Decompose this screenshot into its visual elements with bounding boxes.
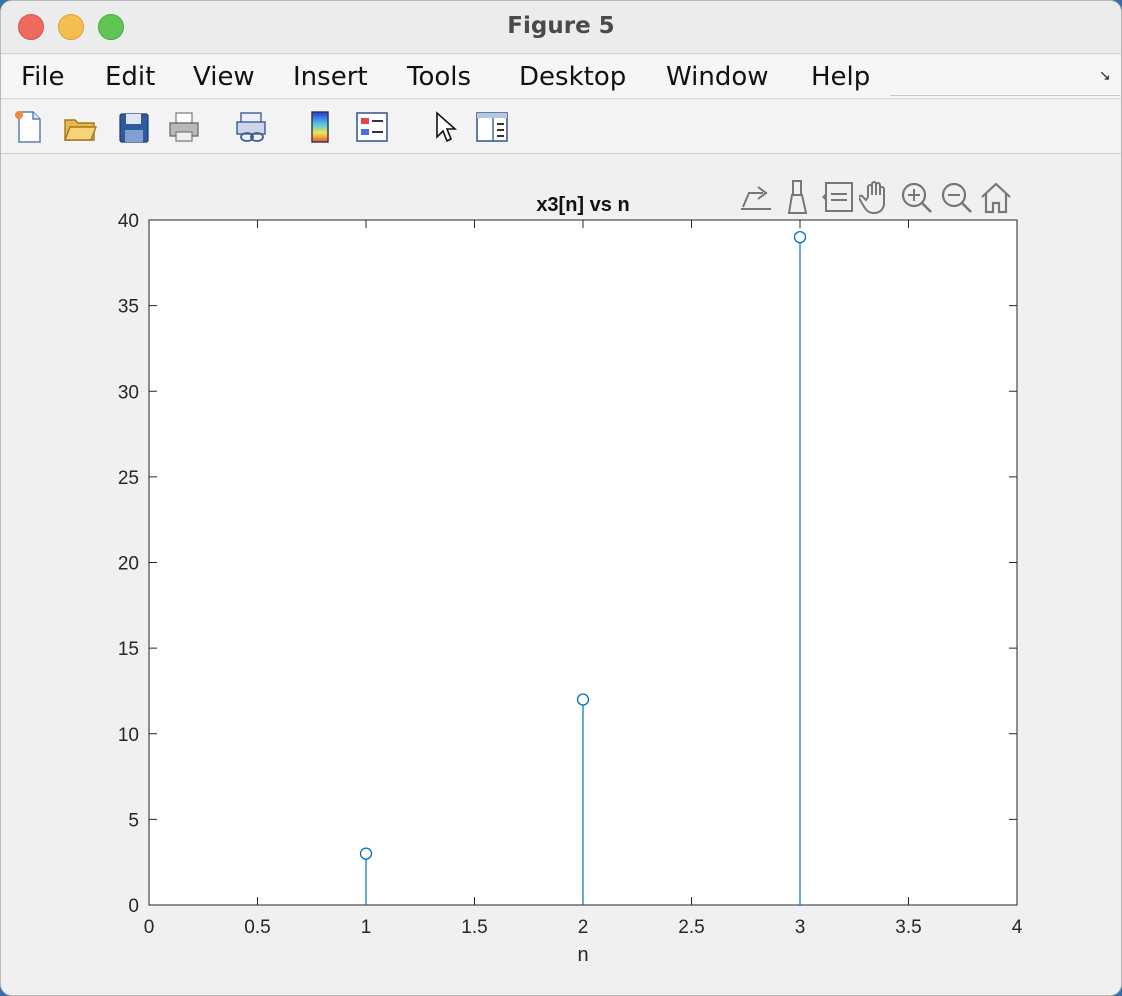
menu-help[interactable]: Help	[811, 62, 871, 92]
menu-bar: File Edit View Insert Tools Desktop Wind…	[1, 55, 1121, 99]
window-title: Figure 5	[507, 13, 615, 39]
floppy-disk-icon[interactable]	[115, 108, 153, 146]
new-figure-icon[interactable]	[10, 108, 48, 146]
maximize-window-button[interactable]	[98, 14, 124, 40]
close-window-button[interactable]	[18, 14, 44, 40]
data-tip-icon[interactable]	[820, 177, 856, 217]
arrow-cursor-icon[interactable]	[425, 108, 463, 146]
menu-divider	[890, 95, 1120, 96]
minimize-window-button[interactable]	[58, 14, 84, 40]
zoom-out-icon[interactable]	[939, 177, 975, 217]
menu-insert[interactable]: Insert	[293, 62, 368, 92]
zoom-in-icon[interactable]	[899, 177, 935, 217]
folder-open-icon[interactable]	[61, 108, 99, 146]
home-icon[interactable]	[978, 177, 1014, 217]
link-plot-icon[interactable]	[233, 108, 271, 146]
printer-icon[interactable]	[165, 108, 203, 146]
figure-toolbar	[1, 100, 1121, 154]
colorbar-icon[interactable]	[302, 108, 340, 146]
menu-tools[interactable]: Tools	[407, 62, 472, 92]
title-bar: Figure 5	[1, 1, 1121, 54]
export-icon[interactable]	[738, 177, 774, 217]
menu-desktop[interactable]: Desktop	[519, 62, 627, 92]
brush-icon[interactable]	[780, 177, 816, 217]
legend-icon[interactable]	[353, 108, 391, 146]
figure-canvas	[1, 155, 1121, 995]
dock-arrow-icon[interactable]: ↘	[1099, 67, 1111, 83]
property-inspector-icon[interactable]	[473, 108, 511, 146]
menu-window[interactable]: Window	[666, 62, 769, 92]
menu-view[interactable]: View	[193, 62, 255, 92]
hand-pan-icon[interactable]	[858, 177, 895, 217]
menu-file[interactable]: File	[21, 62, 65, 92]
menu-edit[interactable]: Edit	[105, 62, 156, 92]
